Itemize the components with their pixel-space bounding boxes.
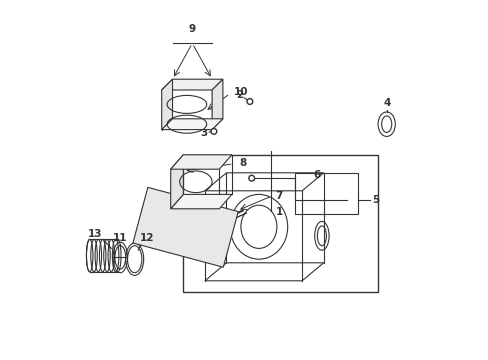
Bar <box>183 155 377 292</box>
Polygon shape <box>162 119 223 130</box>
Text: 6: 6 <box>312 170 320 180</box>
Text: 4: 4 <box>382 98 389 108</box>
Text: 11: 11 <box>113 233 127 243</box>
Text: 8: 8 <box>239 158 246 168</box>
Text: 10: 10 <box>233 87 248 97</box>
Polygon shape <box>170 155 183 209</box>
Polygon shape <box>162 79 223 90</box>
Text: 9: 9 <box>188 24 196 34</box>
Polygon shape <box>133 187 238 267</box>
Text: 12: 12 <box>139 233 154 243</box>
Bar <box>294 173 357 214</box>
Circle shape <box>246 99 252 104</box>
Text: 7: 7 <box>275 191 282 201</box>
Text: 1: 1 <box>276 207 283 217</box>
Circle shape <box>248 100 251 103</box>
Circle shape <box>212 130 215 133</box>
Circle shape <box>211 129 216 134</box>
Text: 5: 5 <box>371 195 379 205</box>
Text: 13: 13 <box>88 229 102 239</box>
Polygon shape <box>170 155 231 169</box>
Circle shape <box>250 177 253 180</box>
Polygon shape <box>162 79 172 130</box>
Polygon shape <box>212 79 223 130</box>
Circle shape <box>248 175 254 181</box>
Text: 2: 2 <box>236 90 243 100</box>
Polygon shape <box>170 194 231 209</box>
Text: 3: 3 <box>200 128 207 138</box>
